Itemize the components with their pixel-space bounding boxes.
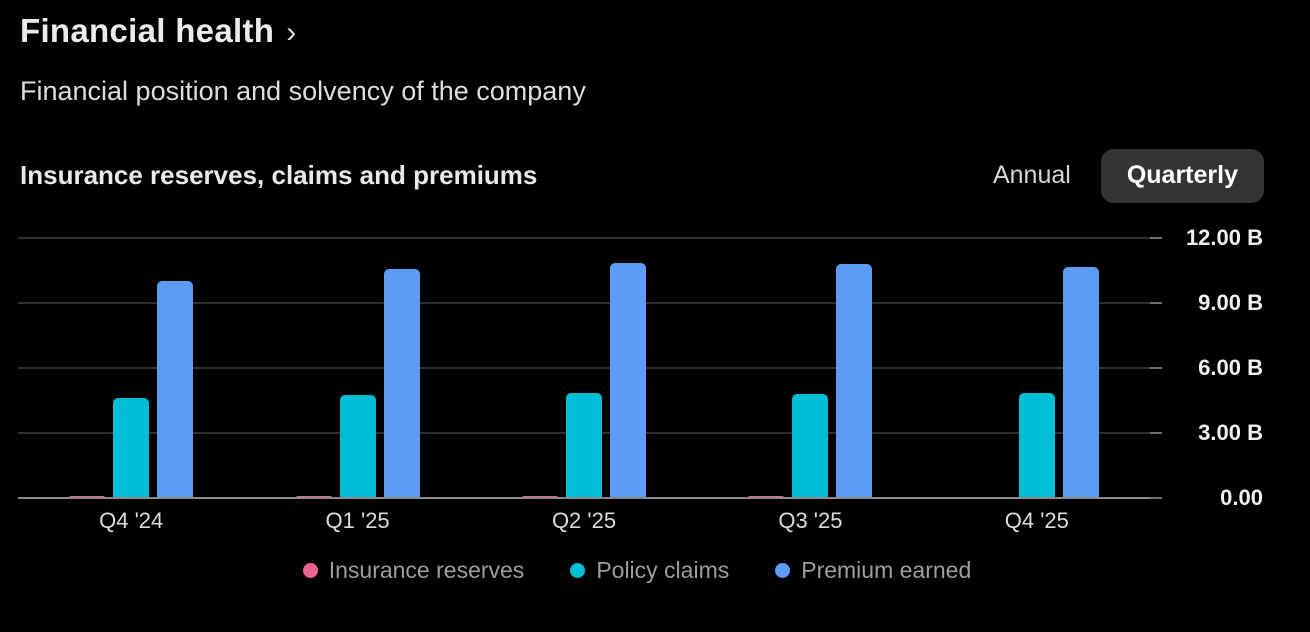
legend-dot-icon — [775, 563, 791, 578]
chart-title: Insurance reserves, claims and premiums — [20, 160, 538, 190]
legend-label: Insurance reserves — [328, 557, 525, 583]
y-axis-tick — [1150, 432, 1162, 434]
y-axis-labels: 0.00 3.00 B 6.00 B 9.00 B 12.00 B — [1153, 225, 1263, 510]
bar-group — [244, 238, 470, 498]
gridline — [18, 237, 1150, 239]
gridline — [18, 367, 1150, 369]
legend-item-insurance-reserves[interactable]: Insurance reserves — [302, 557, 525, 584]
bar-premium-earned[interactable] — [383, 269, 420, 498]
y-axis-tick — [1150, 302, 1162, 304]
x-axis-label: Q2 '25 — [551, 508, 617, 533]
financial-health-link[interactable]: Financial health › — [20, 12, 296, 50]
page-subtitle: Financial position and solvency of the c… — [20, 76, 586, 106]
y-axis-label: 3.00 B — [1198, 420, 1263, 445]
page-title: Financial health — [20, 12, 275, 49]
bar-policy-claims[interactable] — [1018, 393, 1055, 498]
legend-label: Premium earned — [801, 557, 972, 583]
x-axis-line — [18, 497, 1150, 499]
period-toggle: Annual Quarterly — [967, 149, 1264, 203]
gridline — [18, 302, 1150, 304]
chart-legend: Insurance reserves Policy claims Premium e… — [0, 557, 1274, 584]
y-axis-label: 0.00 — [1220, 485, 1263, 510]
bar-policy-claims[interactable] — [566, 393, 603, 498]
legend-item-policy-claims[interactable]: Policy claims — [570, 557, 729, 584]
bar-policy-claims[interactable] — [113, 398, 150, 498]
bar-policy-claims[interactable] — [339, 395, 376, 498]
x-axis-label: Q4 '25 — [1004, 508, 1069, 533]
bar-premium-earned[interactable] — [836, 264, 873, 498]
bar-groups — [18, 238, 1150, 498]
toggle-annual[interactable]: Annual — [967, 149, 1097, 203]
y-axis-label: 6.00 B — [1198, 355, 1263, 380]
x-axis-label: Q1 '25 — [325, 508, 390, 533]
bar-premium-earned[interactable] — [610, 263, 647, 498]
bar-group — [697, 238, 923, 498]
x-axis-label: Q4 '24 — [99, 508, 164, 533]
bar-policy-claims[interactable] — [792, 394, 829, 498]
y-axis-label: 12.00 B — [1185, 225, 1263, 250]
x-axis-label: Q3 '25 — [778, 508, 843, 533]
bar-group — [924, 238, 1150, 498]
bar-premium-earned[interactable] — [157, 281, 194, 498]
y-axis-tick — [1150, 497, 1162, 499]
y-axis-tick — [1150, 237, 1162, 239]
y-axis-tick — [1150, 367, 1162, 369]
legend-dot-icon — [302, 563, 318, 578]
bar-group — [18, 238, 244, 498]
x-axis-labels: Q4 '24 Q1 '25 Q2 '25 Q3 '25 Q4 '25 — [18, 508, 1150, 534]
y-axis-label: 9.00 B — [1198, 290, 1263, 315]
bar-premium-earned[interactable] — [1062, 267, 1099, 498]
toggle-quarterly[interactable]: Quarterly — [1100, 149, 1264, 203]
bar-group — [471, 238, 697, 498]
plot-area — [18, 237, 1162, 499]
chevron-right-icon: › — [286, 15, 297, 49]
legend-label: Policy claims — [596, 557, 730, 583]
legend-item-premium-earned[interactable]: Premium earned — [775, 557, 971, 584]
legend-dot-icon — [570, 563, 586, 578]
